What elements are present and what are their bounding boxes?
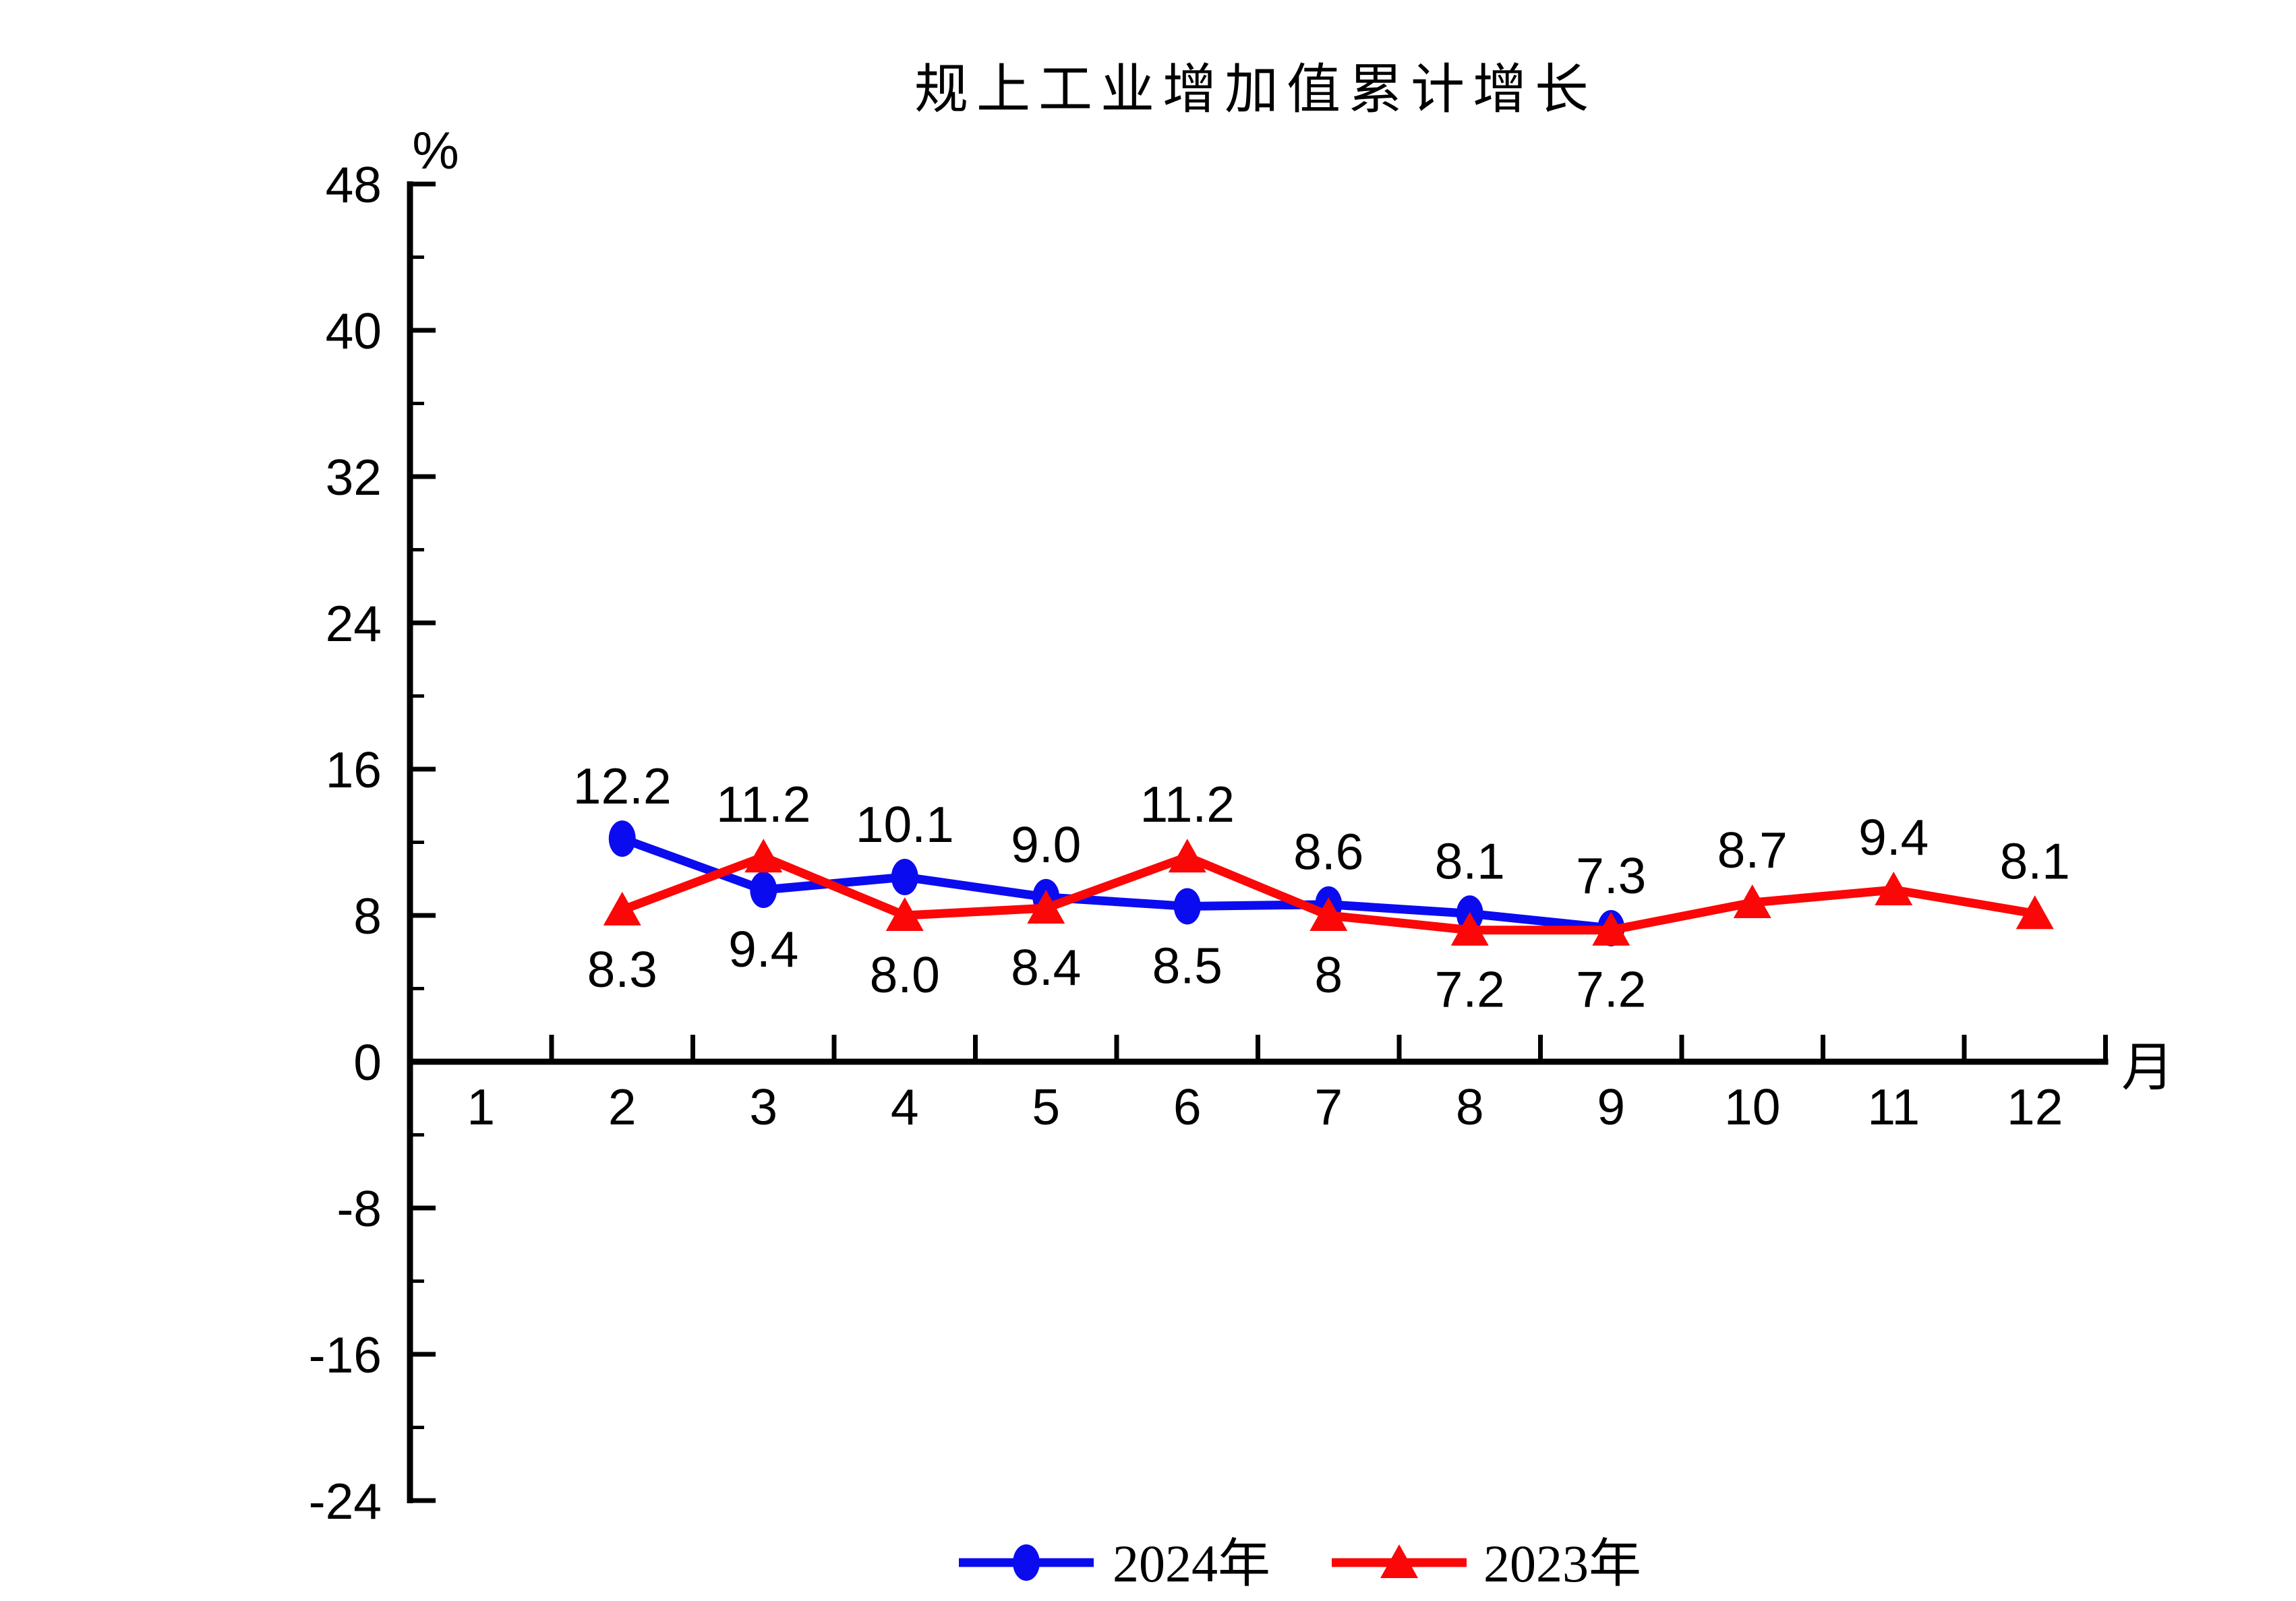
legend-item-2024年: 2024年 [959, 1534, 1270, 1593]
legend-marker-triangle [1380, 1544, 1418, 1578]
y-tick-label: 24 [326, 595, 382, 652]
data-point-label: 8.3 [587, 941, 657, 998]
x-tick-label: 12 [2007, 1079, 2063, 1135]
data-point-label: 7.3 [1576, 847, 1646, 904]
x-tick-label: 9 [1597, 1079, 1625, 1135]
data-point-marker-2023年 [1733, 884, 1771, 919]
x-tick-label: 1 [467, 1079, 495, 1135]
data-point-label: 8.1 [1435, 833, 1505, 889]
x-tick-label: 11 [1867, 1079, 1920, 1135]
data-point-marker-2023年 [1450, 911, 1489, 946]
data-point-label: 12.2 [573, 758, 672, 814]
data-point-label: 8.0 [870, 946, 940, 1003]
data-point-label: 11.2 [1140, 776, 1235, 833]
data-point-label: 8.6 [1293, 824, 1363, 880]
data-point-marker-2024年 [891, 859, 918, 896]
legend-item-2023年: 2023年 [1332, 1534, 1641, 1593]
x-tick-label: 10 [1724, 1079, 1780, 1135]
data-point-marker-2024年 [1173, 888, 1201, 925]
data-point-label: 7.2 [1435, 961, 1505, 1018]
y-tick-label: -16 [309, 1327, 382, 1383]
data-point-label: 9.4 [728, 921, 798, 977]
y-tick-label: 48 [326, 156, 382, 213]
data-point-marker-2023年 [1592, 911, 1630, 946]
data-point-marker-2023年 [2015, 895, 2054, 930]
data-point-marker-2023年 [1027, 890, 1065, 924]
x-tick-label: 5 [1032, 1079, 1060, 1135]
y-axis-unit-label: % [412, 121, 459, 180]
x-tick-label: 8 [1456, 1079, 1484, 1135]
data-point-marker-2023年 [1309, 897, 1348, 931]
data-labels-layer: 12.2 9.4 10.1 9.0 8.5 8.6 8.1 7.3 8.3 11.2 8.0 8.4 1… [573, 758, 2070, 1018]
x-tick-label: 4 [891, 1079, 919, 1135]
legend: 2024年 2023年 [959, 1534, 1641, 1593]
legend-label: 2023年 [1483, 1534, 1641, 1593]
x-tick-label: 2 [608, 1079, 637, 1135]
data-point-marker-2023年 [1875, 872, 1913, 906]
data-point-marker-2024年 [608, 820, 636, 857]
data-point-label: 11.2 [716, 776, 811, 833]
data-point-marker-2023年 [1168, 839, 1206, 873]
data-point-label: 8.1 [2000, 833, 2070, 889]
series-layer [603, 820, 2054, 946]
data-point-label: 8.5 [1152, 937, 1223, 994]
data-point-label: 8.4 [1011, 939, 1081, 996]
x-tick-label: 3 [749, 1079, 777, 1135]
x-tick-label: 6 [1173, 1079, 1202, 1135]
legend-marker-ellipse [1013, 1544, 1040, 1581]
y-tick-label: -8 [336, 1180, 382, 1237]
x-axis-unit-label: 月 [2121, 1038, 2174, 1097]
y-tick-label: 16 [326, 742, 382, 798]
legend-label: 2024年 [1113, 1534, 1270, 1593]
data-point-marker-2023年 [603, 891, 641, 926]
data-point-label: 10.1 [856, 796, 954, 853]
data-point-label: 8.7 [1717, 822, 1788, 878]
y-tick-label: 32 [326, 449, 382, 506]
data-point-label: 9.4 [1858, 809, 1929, 866]
data-point-marker-2023年 [744, 839, 783, 873]
data-point-label: 8 [1314, 946, 1343, 1003]
data-point-marker-2024年 [750, 872, 777, 909]
x-tick-label: 7 [1314, 1079, 1343, 1135]
y-tick-label: 40 [326, 303, 382, 359]
y-tick-label: -24 [309, 1473, 382, 1530]
y-tick-label: 8 [353, 888, 382, 944]
y-tick-label: 0 [353, 1034, 382, 1091]
data-point-label: 7.2 [1576, 961, 1646, 1018]
chart-title: 规上工业增加值累计增长 [914, 61, 1597, 120]
data-point-marker-2023年 [885, 897, 924, 931]
series-line-2024年 [618, 834, 1616, 933]
data-point-label: 9.0 [1011, 816, 1081, 873]
